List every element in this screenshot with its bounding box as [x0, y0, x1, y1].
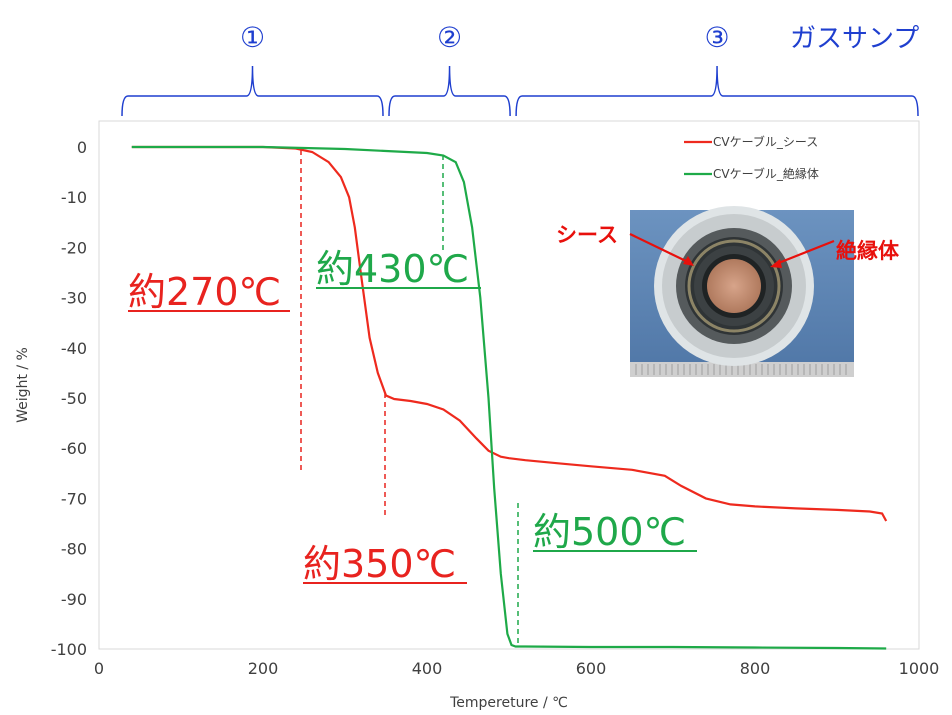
annotation-350: 約350℃	[303, 542, 456, 586]
series-line-sheath	[131, 145, 888, 522]
plot-area	[98, 120, 920, 650]
y-tick-label: -40	[61, 339, 87, 358]
y-axis-label: Weight / %	[15, 347, 31, 423]
y-tick-label: -80	[61, 540, 87, 559]
y-tick-label: -20	[61, 238, 87, 257]
arrow-insulation-head	[770, 259, 782, 268]
region-brace	[515, 65, 919, 117]
cable-photo	[630, 206, 854, 377]
region-braces	[121, 65, 919, 117]
gas-sample-title: ガスサンプ	[790, 24, 919, 54]
x-tick-label: 800	[740, 659, 771, 678]
y-tick-label: -50	[61, 389, 87, 408]
annotation-430: 約430℃	[316, 247, 469, 291]
x-tick-label: 0	[94, 659, 104, 678]
y-tick-label: -60	[61, 439, 87, 458]
y-tick-label: -100	[51, 640, 87, 659]
region-brace	[121, 65, 384, 117]
arrow-sheath	[629, 233, 691, 264]
y-tick-labels: 0 -10 -20 -30 -40 -50 -60 -70 -80 -90 -100	[51, 138, 87, 659]
y-tick-label: 0	[77, 138, 87, 157]
y-tick-label: -10	[61, 188, 87, 207]
region-label-3: ③	[704, 21, 729, 54]
photo-label-sheath: シース	[556, 223, 618, 247]
legend-label-insulation: CVケーブル_絶縁体	[713, 166, 819, 181]
x-tick-label: 400	[412, 659, 443, 678]
region-label-1: ①	[240, 21, 265, 54]
arrow-insulation	[775, 239, 835, 266]
x-tick-label: 1000	[899, 659, 940, 678]
region-brace	[388, 65, 511, 117]
region-label-2: ②	[437, 21, 462, 54]
x-tick-label: 600	[576, 659, 607, 678]
legend-label-sheath: CVケーブル_シース	[713, 134, 818, 149]
series-line-insulation	[131, 145, 887, 650]
annotation-270: 約270℃	[128, 270, 281, 314]
photo-label-insulation: 絶縁体	[836, 239, 900, 263]
annotation-500: 約500℃	[533, 510, 686, 554]
legend: CVケーブル_シース CVケーブル_絶縁体	[684, 134, 819, 181]
y-tick-label: -90	[61, 590, 87, 609]
x-axis-label: Tempereture / ℃	[449, 695, 568, 711]
arrow-sheath-head	[683, 256, 694, 266]
x-tick-labels: 0 200 400 600 800 1000	[94, 659, 939, 678]
y-tick-label: -70	[61, 489, 87, 508]
y-tick-label: -30	[61, 289, 87, 308]
x-tick-label: 200	[248, 659, 279, 678]
